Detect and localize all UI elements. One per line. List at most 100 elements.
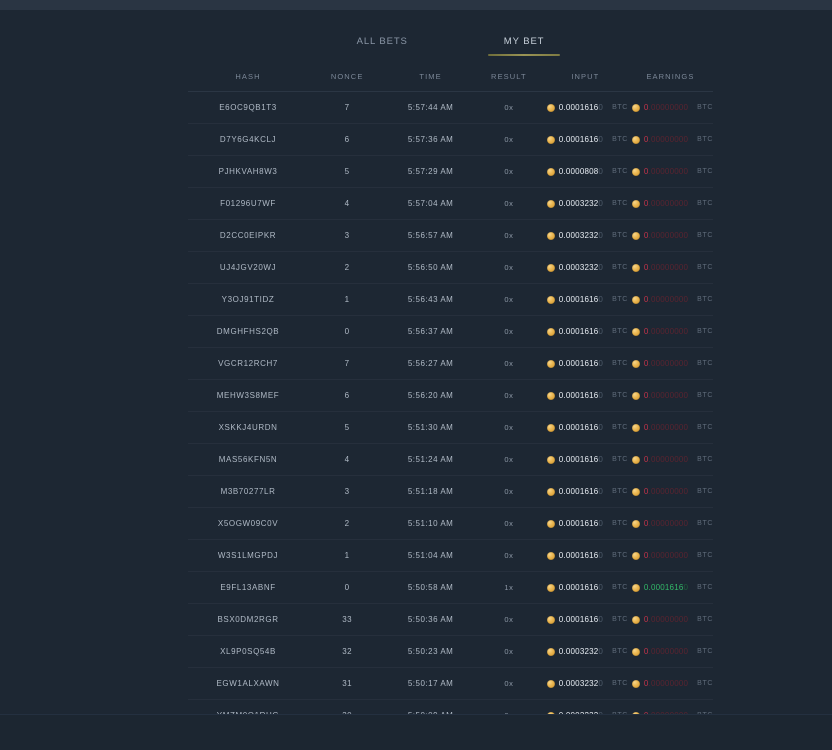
column-header-result[interactable]: RESULT [491, 72, 527, 81]
cell-input: 0.00016160 BTC [543, 380, 628, 412]
cell-hash[interactable]: E9FL13ABNF [220, 583, 276, 592]
earnings-value: 0.00000000 [644, 487, 688, 496]
earnings-currency: BTC [697, 392, 713, 399]
bitcoin-coin-icon [631, 359, 640, 368]
bitcoin-coin-icon [631, 135, 640, 144]
earnings-currency: BTC [697, 680, 713, 687]
table-row[interactable]: XSKKJ4URDN 5 5:51:30 AM 0x 0.00016160 BTC 0.00… [188, 412, 713, 444]
tab-all-bets[interactable]: ALL BETS [341, 32, 424, 56]
table-row[interactable]: D2CC0EIPKR 3 5:56:57 AM 0x 0.00032320 BTC 0.00… [188, 220, 713, 252]
table-row[interactable]: X5OGW09C0V 2 5:51:10 AM 0x 0.00016160 BTC 0.00… [188, 508, 713, 540]
table-row[interactable]: PJHKVAH8W3 5 5:57:29 AM 0x 0.00008080 BTC 0.00… [188, 156, 713, 188]
bet-history-tabs: ALL BETS MY BET [188, 20, 713, 56]
table-row[interactable]: D7Y6G4KCLJ 6 5:57:36 AM 0x 0.00016160 BTC 0.00… [188, 124, 713, 156]
earnings-value-lead: 0 [643, 551, 649, 560]
cell-earnings: 0.00000000 BTC [628, 316, 713, 348]
earnings-value-lead: 0 [643, 647, 649, 656]
input-amount: 0.00008080 BTC [543, 167, 628, 176]
table-row[interactable]: F01296U7WF 4 5:57:04 AM 0x 0.00032320 BTC 0.00… [188, 188, 713, 220]
input-amount: 0.00016160 BTC [543, 295, 628, 304]
cell-result: 0x [504, 327, 514, 336]
table-row[interactable]: EGW1ALXAWN 31 5:50:17 AM 0x 0.00032320 BTC 0.0… [188, 668, 713, 700]
cell-hash[interactable]: E6OC9QB1T3 [219, 103, 277, 112]
earnings-value-lead: 0 [643, 231, 649, 240]
input-amount: 0.00032320 BTC [543, 199, 628, 208]
input-value: 0.00016160 [559, 615, 603, 624]
cell-hash[interactable]: VGCR12RCH7 [218, 359, 278, 368]
table-row[interactable]: DMGHFHS2QB 0 5:56:37 AM 0x 0.00016160 BTC 0.00… [188, 316, 713, 348]
cell-earnings: 0.00000000 BTC [628, 444, 713, 476]
earnings-amount: 0.00000000 BTC [628, 647, 713, 656]
earnings-value-lead: 0 [643, 199, 649, 208]
earnings-amount: 0.00000000 BTC [628, 135, 713, 144]
input-currency: BTC [612, 200, 628, 207]
table-row[interactable]: XL9P0SQ54B 32 5:50:23 AM 0x 0.00032320 BTC 0.0… [188, 636, 713, 668]
cell-nonce: 5 [344, 167, 350, 176]
cell-result: 0x [504, 359, 514, 368]
cell-earnings: 0.00000000 BTC [628, 540, 713, 572]
cell-hash[interactable]: MAS56KFN5N [218, 455, 278, 464]
table-header-row: HASH NONCE TIME RESULT INPUT EARNINGS [188, 66, 713, 92]
cell-result: 0x [504, 295, 514, 304]
cell-input: 0.00016160 BTC [543, 124, 628, 156]
table-row[interactable]: M3B70277LR 3 5:51:18 AM 0x 0.00016160 BTC 0.00… [188, 476, 713, 508]
cell-hash[interactable]: BSX0DM2RGR [217, 615, 279, 624]
table-row[interactable]: MAS56KFN5N 4 5:51:24 AM 0x 0.00016160 BTC 0.00… [188, 444, 713, 476]
cell-hash[interactable]: XSKKJ4URDN [218, 423, 278, 432]
cell-result: 0x [504, 519, 514, 528]
earnings-currency: BTC [697, 648, 713, 655]
cell-result: 0x [504, 199, 514, 208]
bet-history-panel: ALL BETS MY BET HASH NONCE TIME RESULT I… [188, 20, 713, 732]
input-currency: BTC [612, 296, 628, 303]
input-value-dim: 0 [598, 327, 604, 336]
table-row[interactable]: Y3OJ91TIDZ 1 5:56:43 AM 0x 0.00016160 BTC 0.00… [188, 284, 713, 316]
table-row[interactable]: E9FL13ABNF 0 5:50:58 AM 1x 0.00016160 BTC 0.00… [188, 572, 713, 604]
cell-hash[interactable]: X5OGW09C0V [217, 519, 279, 528]
cell-hash[interactable]: D7Y6G4KCLJ [219, 135, 277, 144]
column-header-hash[interactable]: HASH [235, 72, 261, 81]
input-amount: 0.00016160 BTC [543, 583, 628, 592]
tab-my-bet[interactable]: MY BET [487, 32, 561, 56]
earnings-value-lead: 0 [643, 615, 649, 624]
input-value-lead: 0.0003232 [558, 231, 599, 240]
cell-hash[interactable]: PJHKVAH8W3 [218, 167, 278, 176]
column-header-earnings[interactable]: EARNINGS [646, 72, 695, 81]
cell-hash[interactable]: DMGHFHS2QB [216, 327, 280, 336]
cell-hash[interactable]: EGW1ALXAWN [216, 679, 280, 688]
cell-hash[interactable]: UJ4JGV20WJ [219, 263, 277, 272]
table-row[interactable]: BSX0DM2RGR 33 5:50:36 AM 0x 0.00016160 BTC 0.0… [188, 604, 713, 636]
earnings-currency: BTC [697, 296, 713, 303]
table-row[interactable]: W3S1LMGPDJ 1 5:51:04 AM 0x 0.00016160 BTC 0.00… [188, 540, 713, 572]
earnings-value-lead: 0 [643, 519, 649, 528]
bitcoin-coin-icon [631, 391, 640, 400]
input-value: 0.00016160 [559, 135, 603, 144]
table-row[interactable]: VGCR12RCH7 7 5:56:27 AM 0x 0.00016160 BTC 0.00… [188, 348, 713, 380]
table-row[interactable]: UJ4JGV20WJ 2 5:56:50 AM 0x 0.00032320 BTC 0.00… [188, 252, 713, 284]
cell-hash[interactable]: XL9P0SQ54B [220, 647, 276, 656]
input-currency: BTC [612, 136, 628, 143]
cell-hash[interactable]: D2CC0EIPKR [219, 231, 277, 240]
cell-hash[interactable]: MEHW3S8MEF [216, 391, 280, 400]
cell-hash[interactable]: W3S1LMGPDJ [217, 551, 279, 560]
input-value-lead: 0.0003232 [558, 263, 599, 272]
column-header-input[interactable]: INPUT [571, 72, 600, 81]
cell-hash[interactable]: F01296U7WF [220, 199, 276, 208]
input-currency: BTC [612, 680, 628, 687]
column-header-nonce[interactable]: NONCE [330, 72, 364, 81]
cell-hash[interactable]: M3B70277LR [220, 487, 276, 496]
input-value: 0.00016160 [559, 583, 603, 592]
cell-result: 1x [504, 583, 514, 592]
input-currency: BTC [612, 456, 628, 463]
earnings-currency: BTC [697, 104, 713, 111]
input-amount: 0.00016160 BTC [543, 423, 628, 432]
input-value: 0.00016160 [559, 359, 603, 368]
column-header-time[interactable]: TIME [419, 72, 442, 81]
table-row[interactable]: E6OC9QB1T3 7 5:57:44 AM 0x 0.00016160 BTC 0.00… [188, 92, 713, 124]
earnings-currency: BTC [697, 552, 713, 559]
bitcoin-coin-icon [631, 327, 640, 336]
input-value-lead: 0.0001616 [558, 423, 599, 432]
earnings-value: 0.00000000 [644, 103, 688, 112]
cell-hash[interactable]: Y3OJ91TIDZ [221, 295, 275, 304]
table-row[interactable]: MEHW3S8MEF 6 5:56:20 AM 0x 0.00016160 BTC 0.00… [188, 380, 713, 412]
input-currency: BTC [612, 360, 628, 367]
